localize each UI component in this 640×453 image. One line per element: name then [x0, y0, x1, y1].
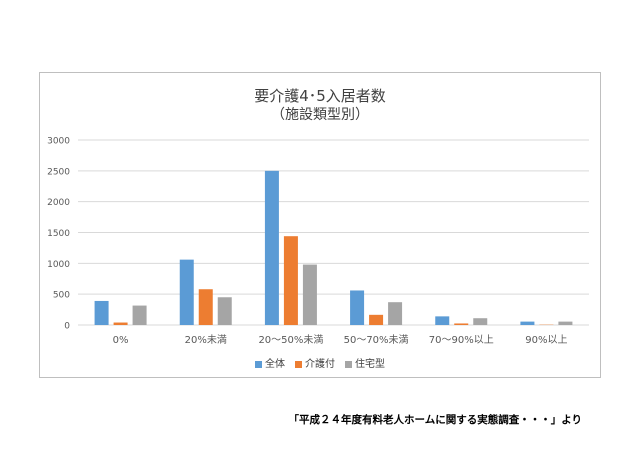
bar-住宅型-0% — [132, 305, 147, 325]
y-tick-label: 1500 — [47, 229, 70, 239]
source-note: 「平成２４年度有料老人ホームに関する実態調査・・・」より — [288, 414, 582, 426]
legend-label: 全体 — [265, 359, 285, 370]
chart-subtitle: （施設類型別） — [271, 107, 369, 123]
bar-住宅型-70～90%以上 — [473, 318, 488, 325]
bar-chart: 0 500 1000 1500 2000 2500 3000 0% 20%未満 20～50%未満 5… — [47, 137, 589, 346]
x-tick-label: 50～70%未満 — [344, 334, 409, 346]
bar-全体-50～70%未満 — [350, 290, 365, 325]
bar-住宅型-90%以上 — [558, 321, 573, 325]
y-tick-label: 500 — [53, 291, 70, 301]
bar-介護付-20%未満 — [198, 289, 213, 325]
x-tick-label: 20～50%未満 — [258, 334, 323, 346]
y-tick-label: 2000 — [47, 198, 70, 208]
bar-全体-90%以上 — [520, 321, 535, 325]
legend-swatch — [255, 360, 262, 368]
bar-全体-0% — [94, 300, 109, 325]
y-tick-label: 2500 — [47, 167, 70, 177]
bar-介護付-70～90%以上 — [454, 323, 469, 325]
legend-label: 介護付 — [305, 359, 335, 370]
chart-frame: 要介護4･5入居者数 （施設類型別） 0 500 1000 1500 2000 2500 3… — [39, 72, 601, 378]
x-tick-label: 0% — [113, 335, 129, 346]
y-tick-label: 1000 — [47, 260, 70, 270]
bar-全体-20～50%未満 — [264, 170, 279, 325]
x-tick-label: 70～90%以上 — [429, 334, 494, 346]
bar-全体-20%未満 — [179, 259, 194, 325]
legend-label: 住宅型 — [355, 359, 385, 370]
bar-介護付-20～50%未満 — [283, 236, 298, 325]
legend-item: 介護付 — [295, 355, 335, 370]
bar-全体-70～90%以上 — [435, 316, 450, 325]
chart-legend: 全体 介護付 住宅型 — [40, 355, 600, 370]
bar-住宅型-20～50%未満 — [302, 264, 317, 325]
y-tick-label: 3000 — [47, 137, 70, 147]
legend-swatch — [345, 360, 352, 368]
chart-title: 要介護4･5入居者数 — [254, 87, 386, 105]
bar-介護付-50～70%未満 — [369, 314, 384, 325]
legend-item: 全体 — [255, 355, 285, 370]
legend-item: 住宅型 — [345, 355, 385, 370]
bar-介護付-0% — [113, 322, 128, 325]
legend-swatch — [295, 360, 302, 368]
x-tick-label: 20%未満 — [185, 334, 227, 346]
bar-住宅型-20%未満 — [217, 297, 232, 325]
x-tick-label: 90%以上 — [525, 334, 567, 346]
y-tick-label: 0 — [64, 322, 70, 332]
bar-住宅型-50～70%未満 — [388, 302, 403, 325]
